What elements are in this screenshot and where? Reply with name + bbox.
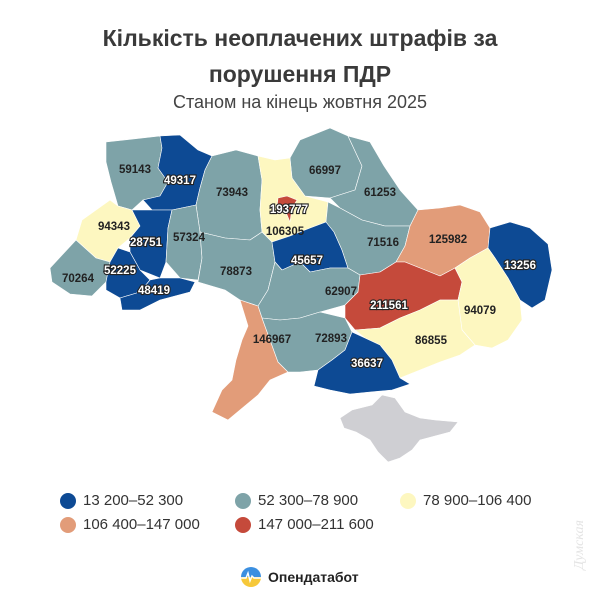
label-odesa: 146967 <box>253 334 291 346</box>
label-kyiv-city: 193777 <box>270 204 308 216</box>
region-khmelnytskyi[interactable] <box>165 204 203 281</box>
legend-swatch-grey-teal <box>235 492 251 509</box>
label-luhansk: 13256 <box>504 260 536 272</box>
legend-label: 147 000–211 600 <box>258 516 374 533</box>
legend-item-4: 106 400–147 000 <box>60 516 200 533</box>
label-chernivtsi: 48419 <box>138 285 170 297</box>
legend-swatch-red <box>235 516 251 533</box>
label-chernihiv: 66997 <box>309 165 341 177</box>
label-zaporizhzhia: 86855 <box>415 335 448 347</box>
label-dnipro: 211561 <box>370 300 408 312</box>
legend-label: 13 200–52 300 <box>83 492 184 509</box>
legend-swatch-light-yellow <box>400 492 416 509</box>
brand-logo: Опендатабот <box>240 566 359 588</box>
region-kyiv-city[interactable] <box>276 195 298 223</box>
label-volyn: 59143 <box>119 164 151 176</box>
label-kharkiv: 125982 <box>429 234 467 246</box>
region-chernivtsi[interactable] <box>119 277 196 311</box>
watermark: Думская <box>572 520 587 570</box>
legend-label: 106 400–147 000 <box>83 516 200 533</box>
chart-subtitle: Станом на кінець жовтня 2025 <box>172 92 428 112</box>
label-ternopil: 28751 <box>130 237 163 249</box>
legend-item-1: 13 200–52 300 <box>60 492 183 509</box>
label-khmelnytskyi: 57324 <box>173 232 206 244</box>
legend-swatch-salmon <box>60 516 76 533</box>
label-mykolaiv: 72893 <box>315 333 347 345</box>
legend-label: 78 900–106 400 <box>423 492 532 509</box>
label-lviv: 94343 <box>98 221 130 233</box>
label-zakarpattia: 70264 <box>62 273 95 285</box>
label-kyiv-oblast: 106305 <box>266 226 305 238</box>
label-zhytomyr: 73943 <box>216 187 248 199</box>
legend-item-3: 78 900–106 400 <box>400 492 531 509</box>
chart-title-line1: Кількість неоплачених штрафів за <box>102 25 498 51</box>
region-kherson[interactable] <box>313 331 411 395</box>
region-value-labels: 59143 49317 73943 193777 106305 66997 61… <box>62 164 537 371</box>
opendatabot-logo-icon <box>241 567 261 587</box>
brand-name: Опендатабот <box>268 569 359 585</box>
label-ivano-frankivsk: 52225 <box>104 265 137 277</box>
label-vinnytsia: 78873 <box>220 266 252 278</box>
legend-item-2: 52 300–78 900 <box>235 492 358 509</box>
region-crimea <box>339 394 459 463</box>
label-sumy: 61253 <box>364 187 396 199</box>
label-cherkasy: 45657 <box>291 255 323 267</box>
label-rivne: 49317 <box>164 175 196 187</box>
legend-label: 52 300–78 900 <box>258 492 359 509</box>
legend-item-5: 147 000–211 600 <box>235 516 374 533</box>
legend-swatch-dark-blue <box>60 492 76 509</box>
label-kherson: 36637 <box>351 358 383 370</box>
label-poltava: 71516 <box>367 237 399 249</box>
label-kirovohrad: 62907 <box>325 286 357 298</box>
label-donetsk: 94079 <box>464 305 496 317</box>
chart-title-line2: порушення ПДР <box>208 61 392 87</box>
